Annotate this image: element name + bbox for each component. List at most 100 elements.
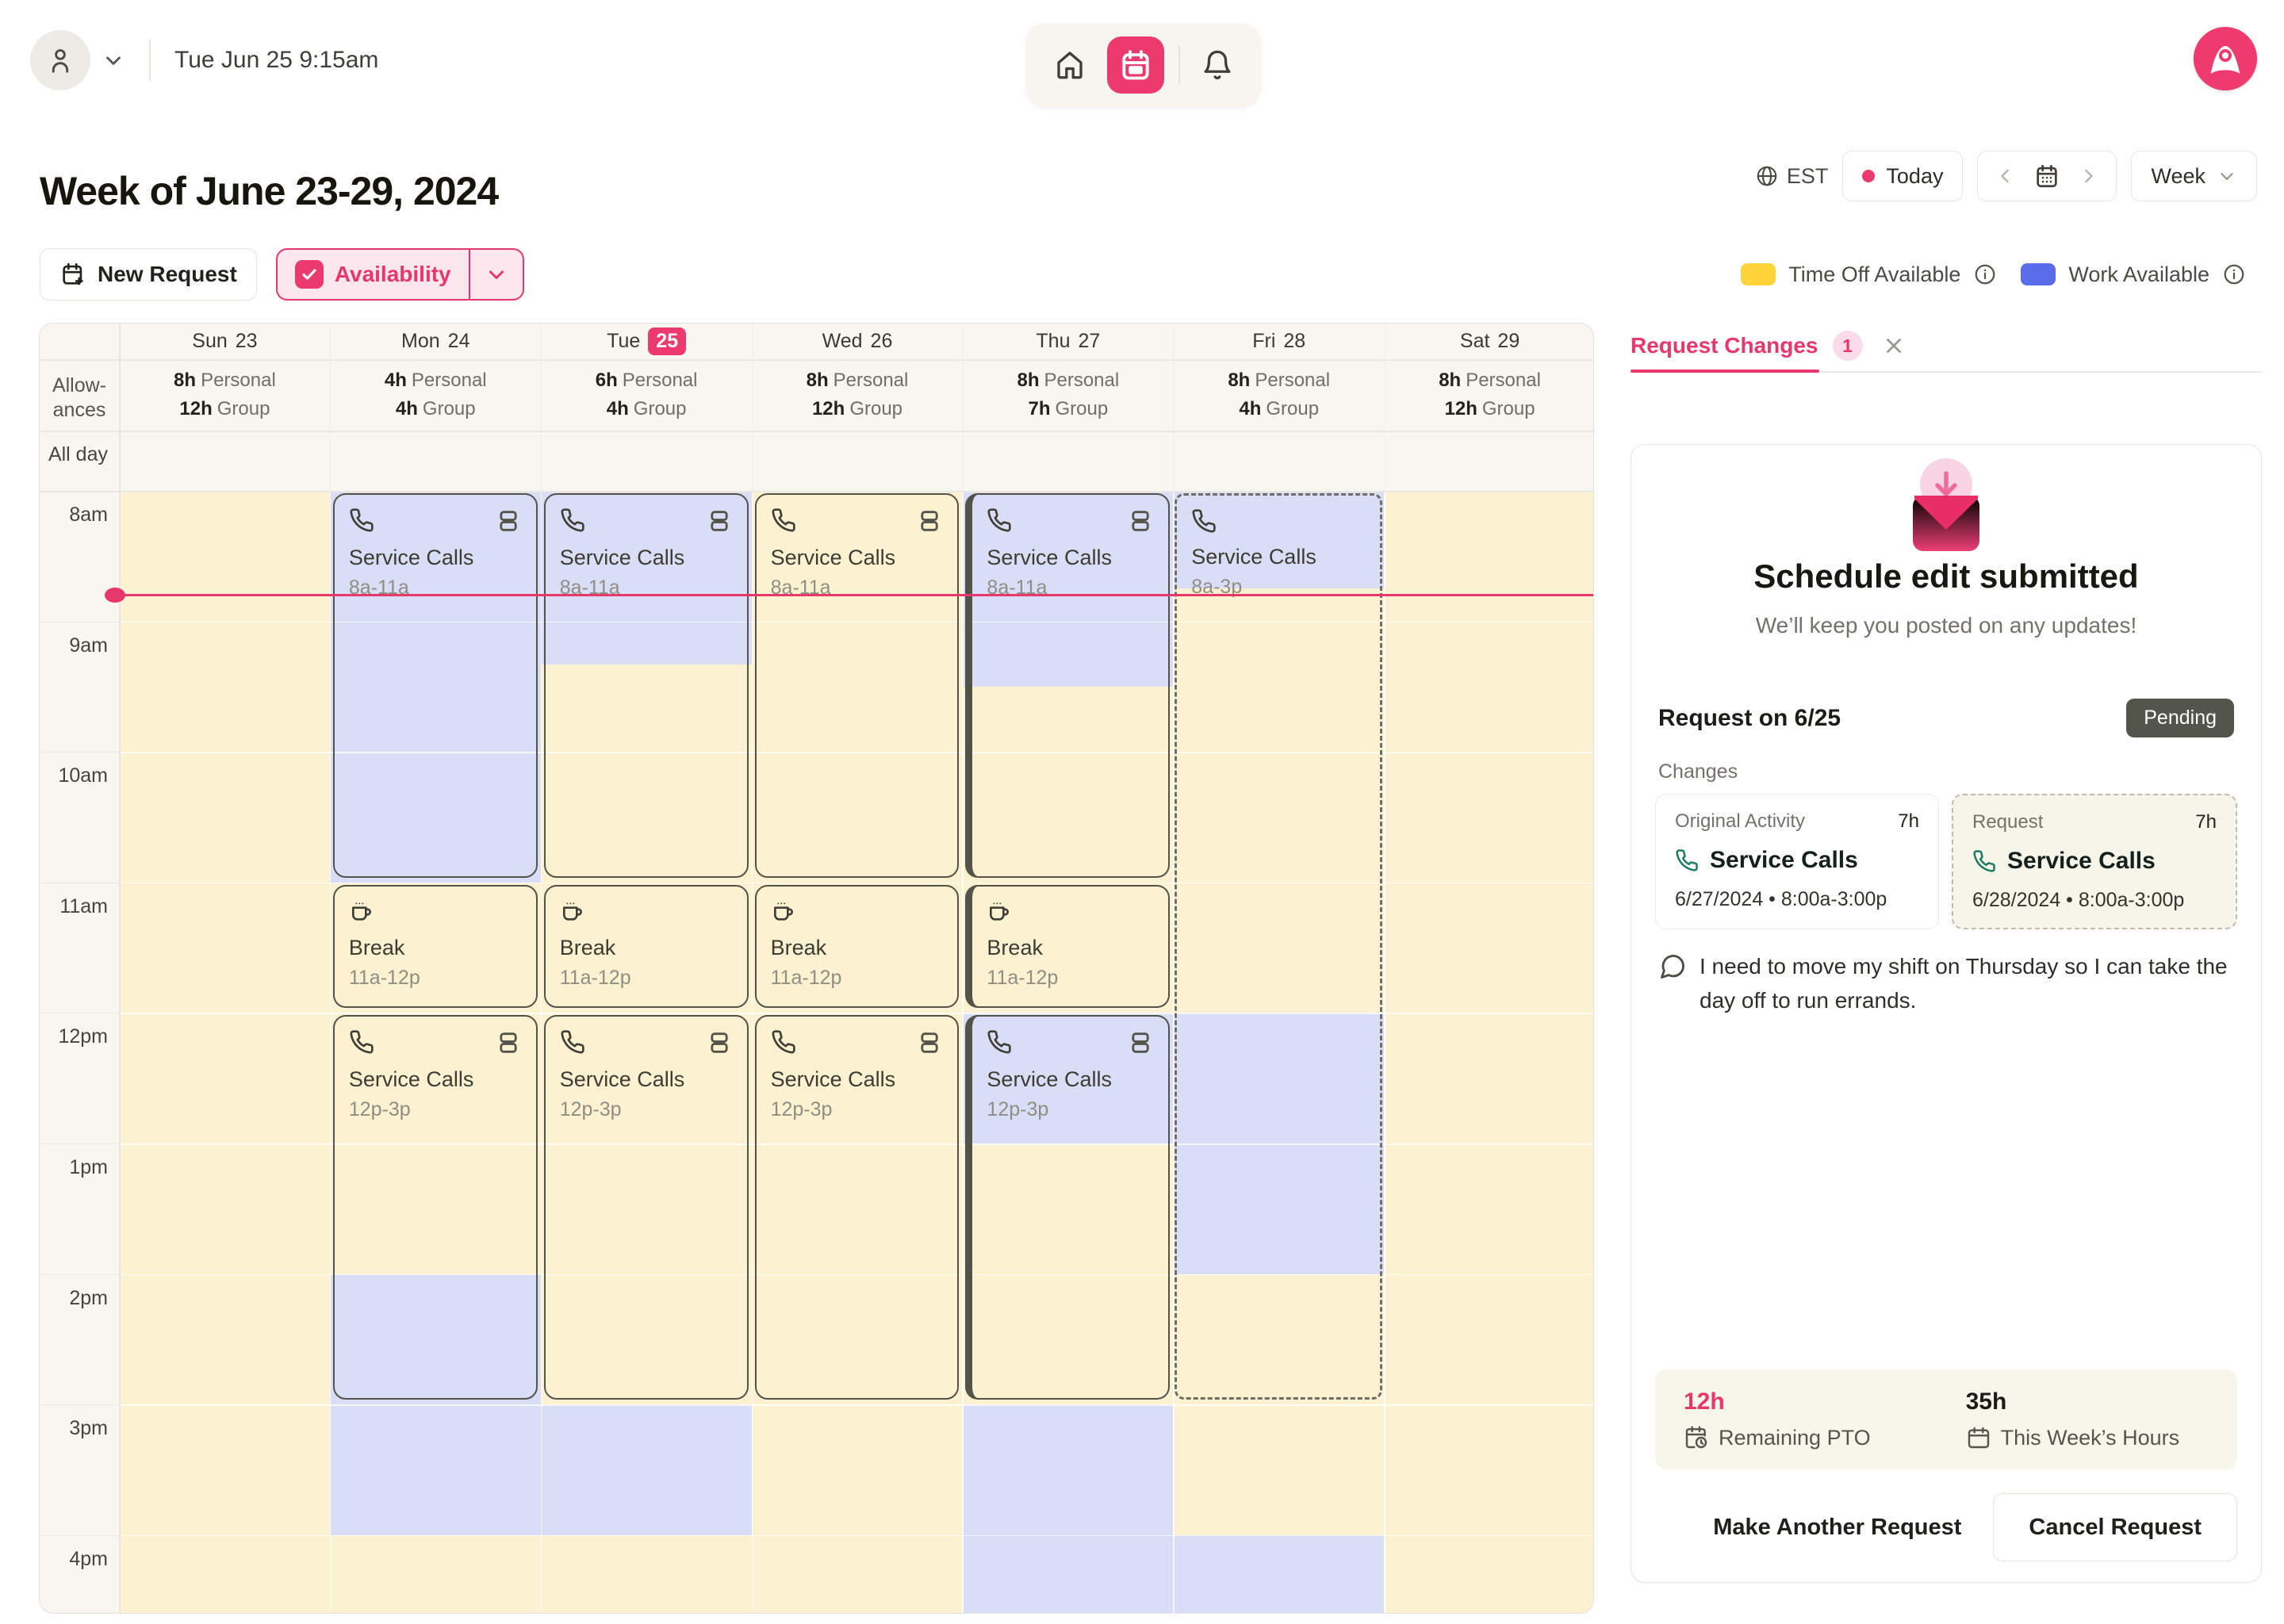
hour-label: 8am — [69, 504, 108, 526]
split-shift-icon — [710, 511, 728, 531]
date-picker-icon[interactable] — [2033, 163, 2060, 190]
event-title: Service Calls — [770, 1067, 896, 1092]
event-title: Service Calls — [770, 546, 896, 569]
hour-label: 12pm — [58, 1025, 108, 1048]
today-dot-icon — [1862, 170, 1876, 182]
event-card[interactable]: Service Calls 8a-11a — [754, 493, 960, 878]
info-icon[interactable] — [1973, 262, 1997, 286]
brand-avatar[interactable] — [2194, 27, 2257, 90]
all-day-cell[interactable] — [540, 431, 752, 491]
new-request-label: New Request — [98, 262, 237, 286]
event-card[interactable]: Break 11a-12p — [965, 884, 1171, 1009]
all-day-cell[interactable] — [751, 431, 963, 491]
info-icon[interactable] — [2222, 262, 2246, 286]
phone-icon — [350, 508, 374, 532]
next-week-icon[interactable] — [2078, 165, 2100, 187]
user-avatar[interactable] — [30, 30, 90, 90]
gutter-border — [119, 324, 121, 1613]
requested-activity-card[interactable]: Request 7h Service Calls 6/28/2024 • 8:0… — [1952, 794, 2237, 929]
pto-value: 12h — [1684, 1388, 1725, 1415]
calendar-clock-icon — [1685, 1426, 1707, 1449]
hour-line — [119, 1274, 1593, 1276]
user-menu[interactable]: Tue Jun 25 9:15am — [30, 30, 378, 90]
week-calendar: Allow-ances All day 8am 9am 10am 11am 12pm 1pm 2… — [39, 323, 1594, 1614]
toolbar: New Request Availability — [40, 248, 524, 301]
home-nav-button[interactable] — [1047, 42, 1093, 88]
close-icon[interactable] — [1882, 334, 1906, 358]
original-activity-card[interactable]: Original Activity 7h Service Calls 6/27/… — [1655, 794, 1939, 929]
status-badge: Pending — [2126, 699, 2234, 737]
event-card[interactable]: Service Calls 8a-3p — [1175, 493, 1383, 1400]
notifications-button[interactable] — [1194, 42, 1240, 88]
event-card[interactable]: Service Calls 12p-3p — [965, 1015, 1171, 1400]
all-day-cell[interactable] — [1173, 431, 1384, 491]
original-header: Original Activity — [1675, 810, 1806, 832]
event-card[interactable]: Service Calls 12p-3p — [754, 1015, 960, 1400]
column-separator — [751, 491, 753, 1613]
availability-segment — [1173, 1013, 1385, 1274]
chevron-down-icon[interactable] — [102, 48, 125, 72]
event-card[interactable]: Service Calls 8a-11a — [332, 493, 538, 878]
event-card[interactable]: Service Calls 8a-11a — [965, 493, 1171, 878]
column-separator — [540, 491, 542, 1613]
all-day-cell[interactable] — [329, 431, 541, 491]
hours-stat: 35h This Week’s Hours — [1966, 1388, 2180, 1450]
event-title: Service Calls — [348, 546, 474, 569]
day-header: Wed 26 — [751, 324, 963, 359]
new-request-button[interactable]: New Request — [40, 248, 257, 301]
nav-divider — [1178, 46, 1180, 84]
hour-line — [119, 1404, 1593, 1406]
availability-segment — [1173, 491, 1385, 589]
timezone: EST — [1755, 164, 1828, 189]
event-title: Service Calls — [559, 546, 685, 569]
phone-icon — [350, 1030, 374, 1054]
today-button[interactable]: Today — [1842, 151, 1964, 201]
event-card[interactable]: Service Calls 12p-3p — [332, 1015, 538, 1400]
availability-segment — [1384, 491, 1593, 1613]
original-datetime: 6/27/2024 • 8:00a-3:00p — [1675, 888, 1887, 910]
event-card[interactable]: Service Calls 8a-11a — [543, 493, 749, 878]
hours-value: 35h — [1965, 1388, 2007, 1415]
hour-label: 4pm — [69, 1547, 108, 1570]
event-time: 11a-12p — [348, 966, 420, 989]
hour-line-gutter — [40, 1534, 119, 1536]
event-card[interactable]: Break 11a-12p — [543, 884, 749, 1009]
hour-label: 10am — [58, 764, 108, 787]
all-day-cell[interactable] — [962, 431, 1173, 491]
event-card[interactable]: Service Calls 12p-3p — [543, 1015, 749, 1400]
active-tab-underline — [1631, 370, 1819, 373]
time-off-label: Time Off Available — [1788, 262, 1961, 286]
allowances-label: Allow-ances — [52, 374, 107, 422]
phone-icon — [987, 1030, 1012, 1054]
event-time: 12p-3p — [348, 1098, 411, 1121]
bell-icon — [1204, 50, 1231, 80]
request-panel: Schedule edit submitted We’ll keep you p… — [1631, 444, 2262, 1583]
availability-segment — [1173, 1534, 1385, 1613]
calendar-icon — [1122, 50, 1149, 80]
calendar-icon — [1968, 1427, 1989, 1449]
availability-segment — [962, 1404, 1174, 1613]
prev-week-icon[interactable] — [1994, 165, 2016, 187]
view-select[interactable]: Week — [2131, 151, 2257, 201]
availability-dropdown[interactable] — [470, 250, 523, 299]
make-another-request-button[interactable]: Make Another Request — [1708, 1514, 1966, 1542]
split-shift-icon — [500, 511, 517, 531]
today-date-badge: 25 — [648, 327, 687, 355]
availability-toggle[interactable]: Availability — [278, 250, 469, 299]
event-card[interactable]: Break 11a-12p — [332, 884, 538, 1009]
event-time: 8a-3p — [1191, 576, 1243, 598]
all-day-cell[interactable] — [119, 431, 330, 491]
hour-label: 3pm — [69, 1417, 108, 1440]
hour-line — [119, 882, 1593, 884]
event-time: 11a-12p — [987, 966, 1059, 989]
current-datetime: Tue Jun 25 9:15am — [174, 47, 379, 73]
schedule-nav-button[interactable] — [1107, 36, 1164, 94]
tab-request-changes[interactable]: Request Changes — [1631, 333, 1818, 358]
all-day-cell[interactable] — [1384, 431, 1593, 491]
submitted-illustration — [1631, 453, 2261, 572]
cancel-request-button[interactable]: Cancel Request — [1993, 1493, 2237, 1561]
event-card[interactable]: Break 11a-12p — [754, 884, 960, 1009]
changes-comparison: Original Activity 7h Service Calls 6/27/… — [1655, 794, 2237, 929]
chevron-down-icon — [2221, 173, 2233, 180]
